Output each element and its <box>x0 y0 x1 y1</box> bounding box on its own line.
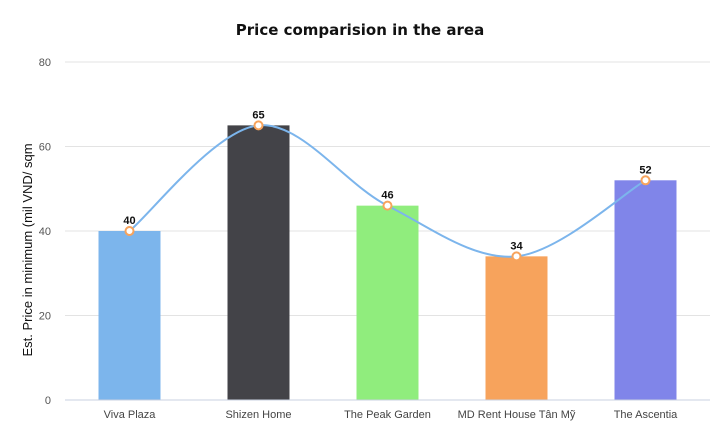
trend-marker-1 <box>253 120 264 131</box>
y-tick-label: 0 <box>45 395 51 407</box>
data-label-4: 52 <box>639 164 651 176</box>
x-category-label: The Ascentia <box>614 409 678 421</box>
x-axis-labels: Viva Plaza Shizen Home The Peak Garden MD R… <box>104 409 679 421</box>
y-tick-label: 60 <box>39 142 51 154</box>
y-tick-label: 80 <box>39 57 51 69</box>
data-labels: 40 65 46 34 52 <box>123 109 651 252</box>
trend-markers <box>124 120 651 262</box>
y-axis-title: Est. Price in minimum (mil VND/ sqm <box>20 143 35 356</box>
y-axis-ticks: 0 20 40 60 80 <box>39 57 51 407</box>
chart-title: Price comparision in the area <box>236 21 484 39</box>
x-category-label: MD Rent House Tân Mỹ <box>458 409 576 421</box>
y-tick-label: 20 <box>39 311 51 323</box>
trend-marker-2 <box>382 200 393 211</box>
data-label-1: 65 <box>252 109 264 121</box>
bar-0 <box>98 231 161 400</box>
trend-marker-4 <box>640 175 651 186</box>
x-category-label: Shizen Home <box>225 409 291 421</box>
data-label-3: 34 <box>510 240 523 252</box>
trend-marker-0 <box>124 226 135 236</box>
bars <box>98 125 677 400</box>
bar-3 <box>485 256 548 400</box>
data-label-0: 40 <box>123 215 135 227</box>
trend-marker-3 <box>511 251 522 262</box>
bar-4 <box>614 180 677 400</box>
bar-2 <box>356 205 419 400</box>
x-category-label: The Peak Garden <box>344 409 431 421</box>
bar-1 <box>227 125 290 400</box>
y-tick-label: 40 <box>39 226 51 238</box>
x-category-label: Viva Plaza <box>104 409 157 421</box>
data-label-2: 46 <box>381 190 393 202</box>
